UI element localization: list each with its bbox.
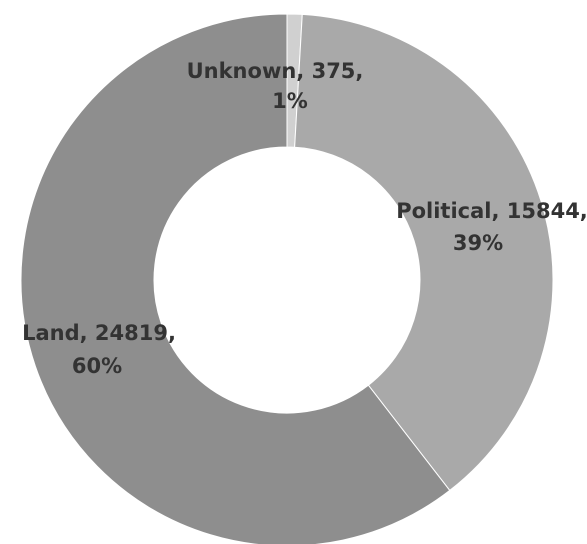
slices-group xyxy=(20,13,554,544)
label-political-line2: 39% xyxy=(453,231,503,255)
label-political-line1: Political, 15844, xyxy=(396,199,587,223)
label-land-line1: Land, 24819, xyxy=(22,321,176,345)
slice-political xyxy=(294,13,554,492)
labels-group: Unknown, 375, 1% Political, 15844, 39% L… xyxy=(22,59,587,378)
slice-land xyxy=(20,13,451,544)
label-unknown-line2: 1% xyxy=(272,89,308,113)
label-unknown-line1: Unknown, 375, xyxy=(187,59,364,83)
label-land-line2: 60% xyxy=(72,354,122,378)
